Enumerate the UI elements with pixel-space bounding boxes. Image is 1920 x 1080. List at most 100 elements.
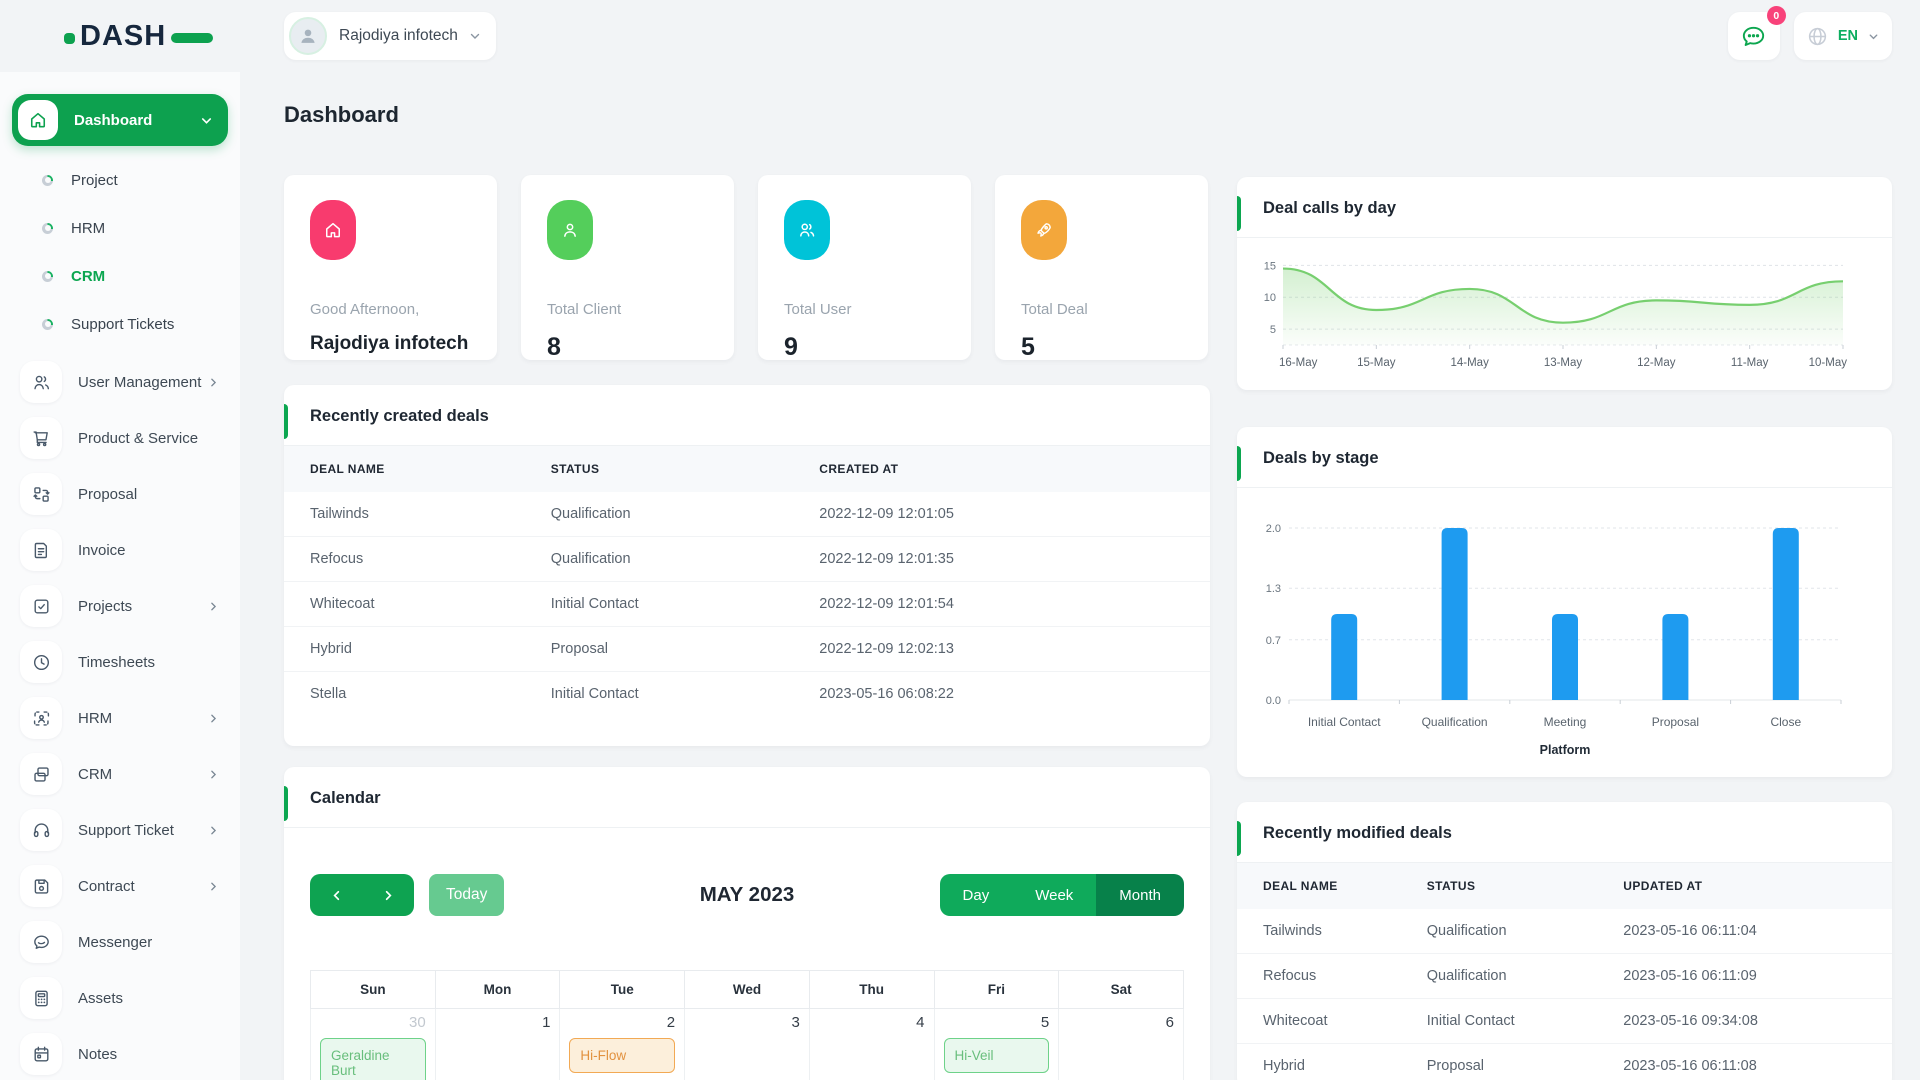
calendar-nav-group	[310, 874, 414, 916]
stat-card-total-user: Total User 9	[758, 175, 971, 361]
home-icon	[18, 100, 58, 140]
calculator-icon	[20, 977, 62, 1019]
deal-name-cell: Whitecoat	[284, 581, 525, 627]
app-logo: DASH	[64, 21, 214, 51]
sidebar-item-project[interactable]: Project	[12, 156, 228, 204]
calendar-event[interactable]: Hi-Flow	[569, 1038, 676, 1073]
sidebar-item-label: Projects	[78, 597, 133, 615]
messages-button[interactable]: 0	[1727, 6, 1786, 60]
table-row: Whitecoat Initial Contact 2022-12-09 12:…	[284, 581, 1210, 627]
calendar-day-cell[interactable]: 5 Hi-Veil	[933, 1008, 1060, 1080]
table-row: Hybrid Proposal 2022-12-09 12:02:13	[284, 626, 1210, 672]
accent-bar	[1237, 196, 1241, 231]
svg-text:Proposal: Proposal	[1652, 715, 1699, 729]
calendar-day-cell[interactable]: 3	[684, 1008, 810, 1080]
status-cell: Qualification	[1426, 923, 1507, 939]
day-number: 5	[1040, 1014, 1050, 1031]
sidebar-item-support-tickets-sub[interactable]: Support Tickets	[12, 300, 228, 348]
sidebar-item-product-service[interactable]: Product & Service	[12, 410, 228, 466]
day-header: Wed	[684, 970, 810, 1009]
calendar-event[interactable]: Hi-Veil	[943, 1038, 1050, 1073]
calendar-day-cell[interactable]: 6	[1058, 1008, 1184, 1080]
chevron-right-icon	[211, 770, 217, 778]
sidebar-item-hrm[interactable]: HRM	[12, 690, 228, 746]
sidebar-item-messenger[interactable]: Messenger	[12, 914, 228, 970]
logo-dot	[64, 32, 75, 44]
users-icon	[20, 361, 62, 403]
stat-label: Total Deal	[1021, 301, 1088, 318]
page-title: Dashboard	[284, 102, 399, 127]
svg-text:Meeting: Meeting	[1544, 715, 1587, 729]
calendar-day-cell[interactable]: 4	[808, 1008, 935, 1080]
sidebar-item-invoice[interactable]: Invoice	[12, 522, 228, 578]
calendar-next-button[interactable]	[362, 874, 414, 916]
sidebar: Dashboard Project HRM CRM Support Ticket…	[0, 72, 240, 1080]
svg-text:2.0: 2.0	[1266, 523, 1281, 535]
stat-value: 9	[784, 333, 798, 361]
sidebar-item-user-management[interactable]: User Management	[12, 354, 228, 410]
table-row: Stella Initial Contact 2023-05-16 06:08:…	[284, 671, 1210, 716]
chevron-right-icon	[211, 378, 217, 386]
svg-text:0.7: 0.7	[1266, 635, 1281, 647]
chevron-right-icon	[385, 890, 392, 900]
calendar-prev-button[interactable]	[310, 874, 362, 916]
sidebar-item-label: CRM	[78, 765, 113, 783]
deal-calls-chart: 5 10 15 16-May 15-May 14-May 13-May 12-May 11-Ma…	[1264, 260, 1847, 369]
sidebar-item-label: Proposal	[78, 485, 138, 503]
calendar-day-cell[interactable]: 30 Geraldine Burt	[310, 1008, 436, 1080]
chevron-down-icon	[201, 117, 212, 124]
calendar-view-day[interactable]: Day	[939, 874, 1013, 916]
company-selector[interactable]: Rajodiya infotech	[284, 12, 496, 60]
svg-text:12-May: 12-May	[1637, 357, 1676, 369]
calendar-day-cell[interactable]: 1	[434, 1008, 561, 1080]
sidebar-item-label: Messenger	[78, 933, 153, 951]
chevron-right-icon	[211, 826, 217, 834]
sidebar-item-proposal[interactable]: Proposal	[12, 466, 228, 522]
stat-value: Rajodiya infotech	[310, 333, 469, 354]
stat-card-total-client: Total Client 8	[521, 175, 734, 361]
chevron-down-icon	[1869, 33, 1878, 39]
sidebar-item-timesheets[interactable]: Timesheets	[12, 634, 228, 690]
svg-text:14-May: 14-May	[1450, 357, 1489, 369]
cards-icon	[20, 753, 62, 795]
bullet-icon	[42, 270, 53, 282]
status-cell: Qualification	[550, 506, 631, 522]
bullet-icon	[42, 318, 53, 330]
stat-card-total-deal: Total Deal 5	[995, 175, 1208, 361]
calendar-event[interactable]: Geraldine Burt	[320, 1038, 426, 1080]
sidebar-item-crm-sub[interactable]: CRM	[12, 252, 228, 300]
sidebar-item-notes[interactable]: Notes	[12, 1026, 228, 1080]
language-selector[interactable]: EN	[1793, 12, 1892, 60]
sidebar-item-support-ticket[interactable]: Support Ticket	[12, 802, 228, 858]
chevron-right-icon	[211, 714, 217, 722]
table-row: Whitecoat Initial Contact 2023-05-16 09:…	[1237, 998, 1892, 1044]
sidebar-item-label: CRM	[71, 267, 106, 285]
sidebar-item-hrm-sub[interactable]: HRM	[12, 204, 228, 252]
sidebar-item-assets[interactable]: Assets	[12, 970, 228, 1026]
status-cell: Initial Contact	[1400, 998, 1598, 1044]
chevron-right-icon	[211, 882, 217, 890]
stat-cards-row: Good Afternoon, Rajodiya infotech Total …	[284, 175, 1210, 361]
chevron-right-icon	[211, 602, 217, 610]
column-header: CREATED AT	[793, 446, 1210, 492]
calendar-day-cell[interactable]: 2 Hi-Flow	[559, 1008, 686, 1080]
status-cell: Proposal	[1400, 1043, 1598, 1080]
sidebar-item-dashboard[interactable]: Dashboard	[12, 94, 228, 146]
svg-text:Close: Close	[1770, 715, 1801, 729]
table-row: Refocus Qualification 2023-05-16 06:11:0…	[1237, 953, 1892, 999]
save-icon	[20, 865, 62, 907]
sidebar-item-projects[interactable]: Projects	[12, 578, 228, 634]
svg-text:10: 10	[1264, 292, 1276, 304]
sidebar-item-crm[interactable]: CRM	[12, 746, 228, 802]
top-bar: DASH Rajodiya infotech 0 EN	[0, 0, 1920, 72]
sidebar-item-label: Notes	[78, 1045, 118, 1063]
column-header: DEAL NAME	[284, 446, 525, 492]
column-header: DEAL NAME	[1237, 863, 1401, 909]
sidebar-item-contract[interactable]: Contract	[12, 858, 228, 914]
calendar-view-week[interactable]: Week	[1012, 874, 1097, 916]
calendar-view-month[interactable]: Month	[1096, 874, 1184, 916]
calendar-today-button[interactable]: Today	[429, 874, 505, 916]
section-title: Recently modified deals	[1237, 802, 1892, 863]
column-header: STATUS	[1400, 863, 1598, 909]
stat-label: Total User	[784, 301, 852, 318]
